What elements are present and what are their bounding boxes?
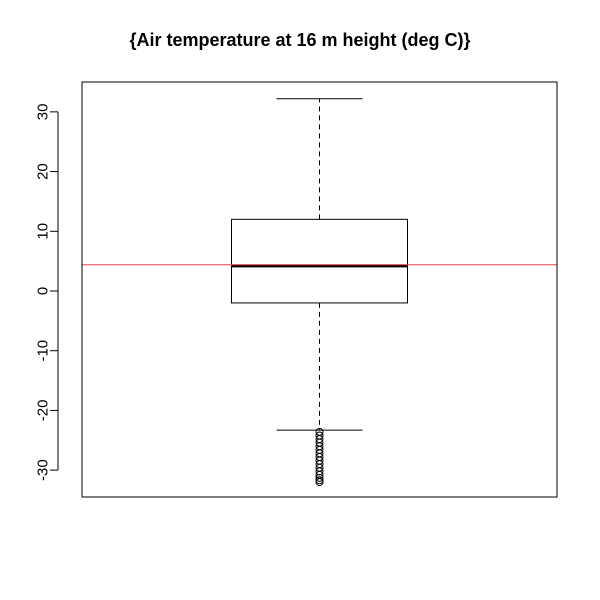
- outlier-point: [315, 473, 324, 482]
- y-tick-label: 10: [35, 223, 52, 240]
- y-axis: -30 -20 -10 0 10 20 30: [35, 104, 59, 481]
- chart-title: {Air temperature at 16 m height (deg C)}: [129, 30, 471, 50]
- y-tick-label: -10: [35, 340, 52, 362]
- y-tick-label: -20: [35, 400, 52, 422]
- plot-frame: [81, 81, 558, 498]
- box-iqr: [231, 218, 408, 304]
- outlier-point: [315, 478, 324, 487]
- y-tick-label: 0: [35, 287, 52, 295]
- y-tick-label: -30: [35, 459, 52, 481]
- boxplot-series: [82, 98, 557, 487]
- y-tick-label: 30: [35, 104, 52, 121]
- y-tick-label: 20: [35, 163, 52, 180]
